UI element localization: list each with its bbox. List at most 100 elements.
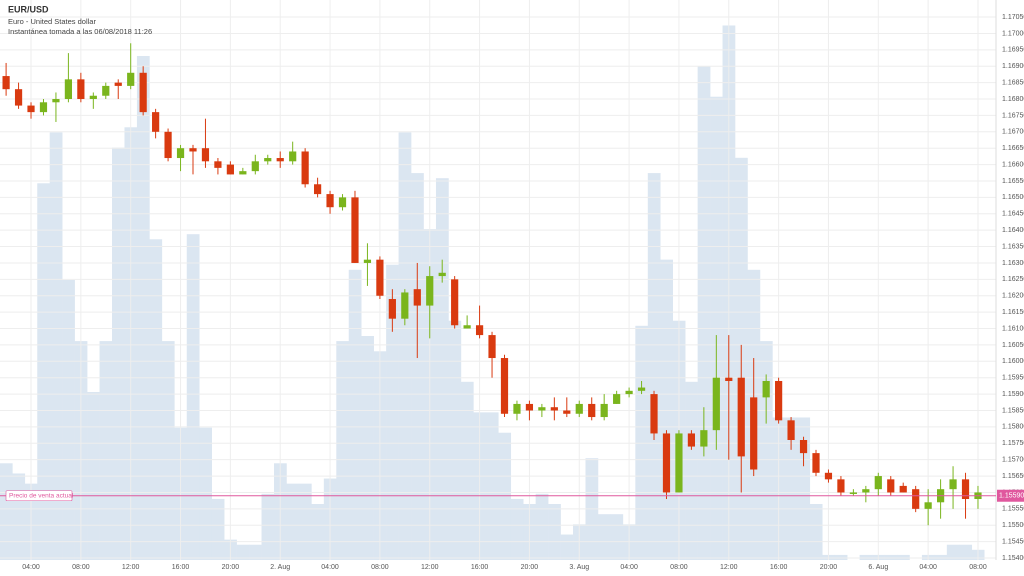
candle-body: [887, 479, 895, 493]
volume-bar: [647, 173, 661, 560]
candle-body: [961, 479, 970, 500]
current-price-label: 1.15590: [999, 493, 1024, 500]
volume-bar: [186, 234, 200, 560]
volume-bar: [336, 341, 350, 560]
y-tick-label: 1.16900: [1002, 63, 1024, 70]
candle-body: [14, 89, 23, 106]
candle-body: [525, 403, 534, 411]
candle-body: [189, 148, 197, 152]
candle-body: [799, 440, 808, 454]
volume-bar: [361, 336, 374, 560]
volume-bar: [784, 417, 798, 560]
candle-body: [127, 72, 135, 86]
candle-body: [837, 479, 845, 493]
candle-body: [64, 79, 72, 100]
candle-body: [912, 489, 920, 509]
x-tick-label: 20:00: [222, 564, 240, 571]
volume-bar: [49, 132, 63, 560]
volume-bar: [12, 473, 26, 560]
y-tick-label: 1.15450: [1002, 538, 1024, 545]
y-tick-label: 1.16400: [1002, 227, 1024, 234]
volume-bar: [460, 381, 474, 560]
y-tick-label: 1.16750: [1002, 112, 1024, 119]
candle-body: [824, 472, 833, 480]
volume-bar: [610, 514, 624, 560]
y-tick-label: 1.16000: [1002, 358, 1024, 365]
candle-body: [725, 377, 733, 381]
y-tick-label: 1.16500: [1002, 194, 1024, 201]
current-price-text-box: [5, 490, 73, 502]
candle-body: [438, 272, 446, 277]
volume-bar: [435, 178, 449, 560]
y-tick-label: 1.17050: [1002, 14, 1024, 21]
volume-bar: [62, 280, 75, 560]
candle-body: [152, 112, 160, 132]
y-tick-label: 1.16550: [1002, 178, 1024, 185]
x-tick-label: 12:00: [122, 564, 140, 571]
chart-title: EUR/USD: [8, 4, 49, 14]
candle-body: [513, 403, 521, 414]
candle-body: [314, 184, 322, 195]
candle-body: [251, 161, 259, 172]
candle-body: [301, 151, 309, 185]
candle-body: [625, 390, 633, 395]
candle-body: [214, 161, 222, 168]
volume-bar: [286, 483, 300, 560]
candle-body: [264, 158, 272, 162]
candle-body: [862, 489, 870, 493]
candle-body: [52, 99, 60, 103]
candle-body: [351, 197, 359, 263]
x-tick-label: 20:00: [521, 564, 539, 571]
candle-body: [762, 380, 770, 398]
candle-body: [775, 380, 783, 421]
y-tick-label: 1.15800: [1002, 424, 1024, 431]
volume-bar: [298, 483, 312, 560]
candle-body: [27, 105, 35, 113]
volume-bar: [348, 269, 362, 560]
volume-bar: [560, 534, 574, 560]
volume-bar: [311, 504, 325, 560]
volume-bar: [685, 381, 698, 560]
volume-bar: [261, 493, 275, 560]
y-tick-label: 1.16200: [1002, 293, 1024, 300]
candle-body: [139, 72, 147, 113]
volume-bar: [498, 432, 512, 560]
volume-bar: [411, 173, 424, 560]
volume-bar: [236, 544, 250, 560]
candle-body: [114, 82, 122, 86]
candle-body: [426, 276, 434, 306]
candle-body: [488, 335, 496, 359]
snapshot-time: Instantánea tomada a las 06/08/2018 11:2…: [8, 27, 152, 36]
volume-bar: [485, 412, 499, 560]
candle-body: [2, 76, 10, 90]
candle-body: [239, 171, 247, 175]
x-tick-label: 2. Aug: [270, 564, 290, 571]
y-tick-label: 1.16450: [1002, 211, 1024, 218]
candle-body: [388, 299, 396, 319]
current-price-label-box: [997, 489, 1024, 502]
candle-body: [700, 430, 708, 447]
x-tick-label: 08:00: [72, 564, 90, 571]
candle-body: [77, 79, 85, 100]
candle-body: [563, 410, 571, 414]
candle-body: [737, 377, 745, 457]
x-tick-label: 12:00: [720, 564, 738, 571]
candle-body: [376, 259, 384, 296]
candle-body: [463, 325, 471, 329]
candle-body: [226, 164, 234, 175]
y-tick-label: 1.16800: [1002, 96, 1024, 103]
x-tick-label: 04:00: [321, 564, 339, 571]
x-tick-label: 16:00: [172, 564, 190, 571]
candle-body: [849, 492, 857, 494]
y-tick-label: 1.16250: [1002, 276, 1024, 283]
candle-body: [39, 102, 48, 113]
candle-body: [413, 289, 421, 306]
volume-bar: [859, 554, 873, 560]
x-tick-label: 20:00: [820, 564, 838, 571]
y-tick-label: 1.15550: [1002, 506, 1024, 513]
candle-body: [637, 387, 646, 391]
candle-body: [750, 397, 758, 470]
x-tick-label: 16:00: [770, 564, 788, 571]
candle-body: [89, 95, 97, 100]
